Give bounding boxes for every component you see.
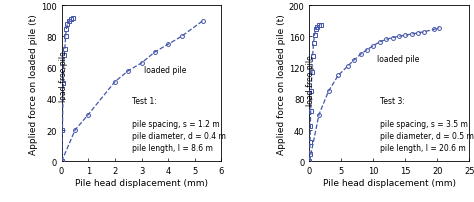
Y-axis label: Applied force on loaded pile (t): Applied force on loaded pile (t) [277,14,286,154]
Y-axis label: Applied force on loaded pile (t): Applied force on loaded pile (t) [29,14,38,154]
Text: loaded pile: loaded pile [376,55,419,64]
Text: load-free pile: load-free pile [306,55,315,105]
X-axis label: Pile head displacement (mm): Pile head displacement (mm) [323,178,456,187]
Text: Test 1:

pile spacing, s = 1.2 m
pile diameter, d = 0.4 m
pile length, l = 8.6 m: Test 1: pile spacing, s = 1.2 m pile dia… [132,96,226,152]
X-axis label: Pile head displacement (mm): Pile head displacement (mm) [75,178,208,187]
Text: loaded pile: loaded pile [144,65,187,75]
Text: load-free pile: load-free pile [59,51,68,101]
Text: Test 3:

pile spacing, s = 3.5 m
pile diameter, d = 0.5 m
pile length, l = 20.6 : Test 3: pile spacing, s = 3.5 m pile dia… [380,96,474,152]
